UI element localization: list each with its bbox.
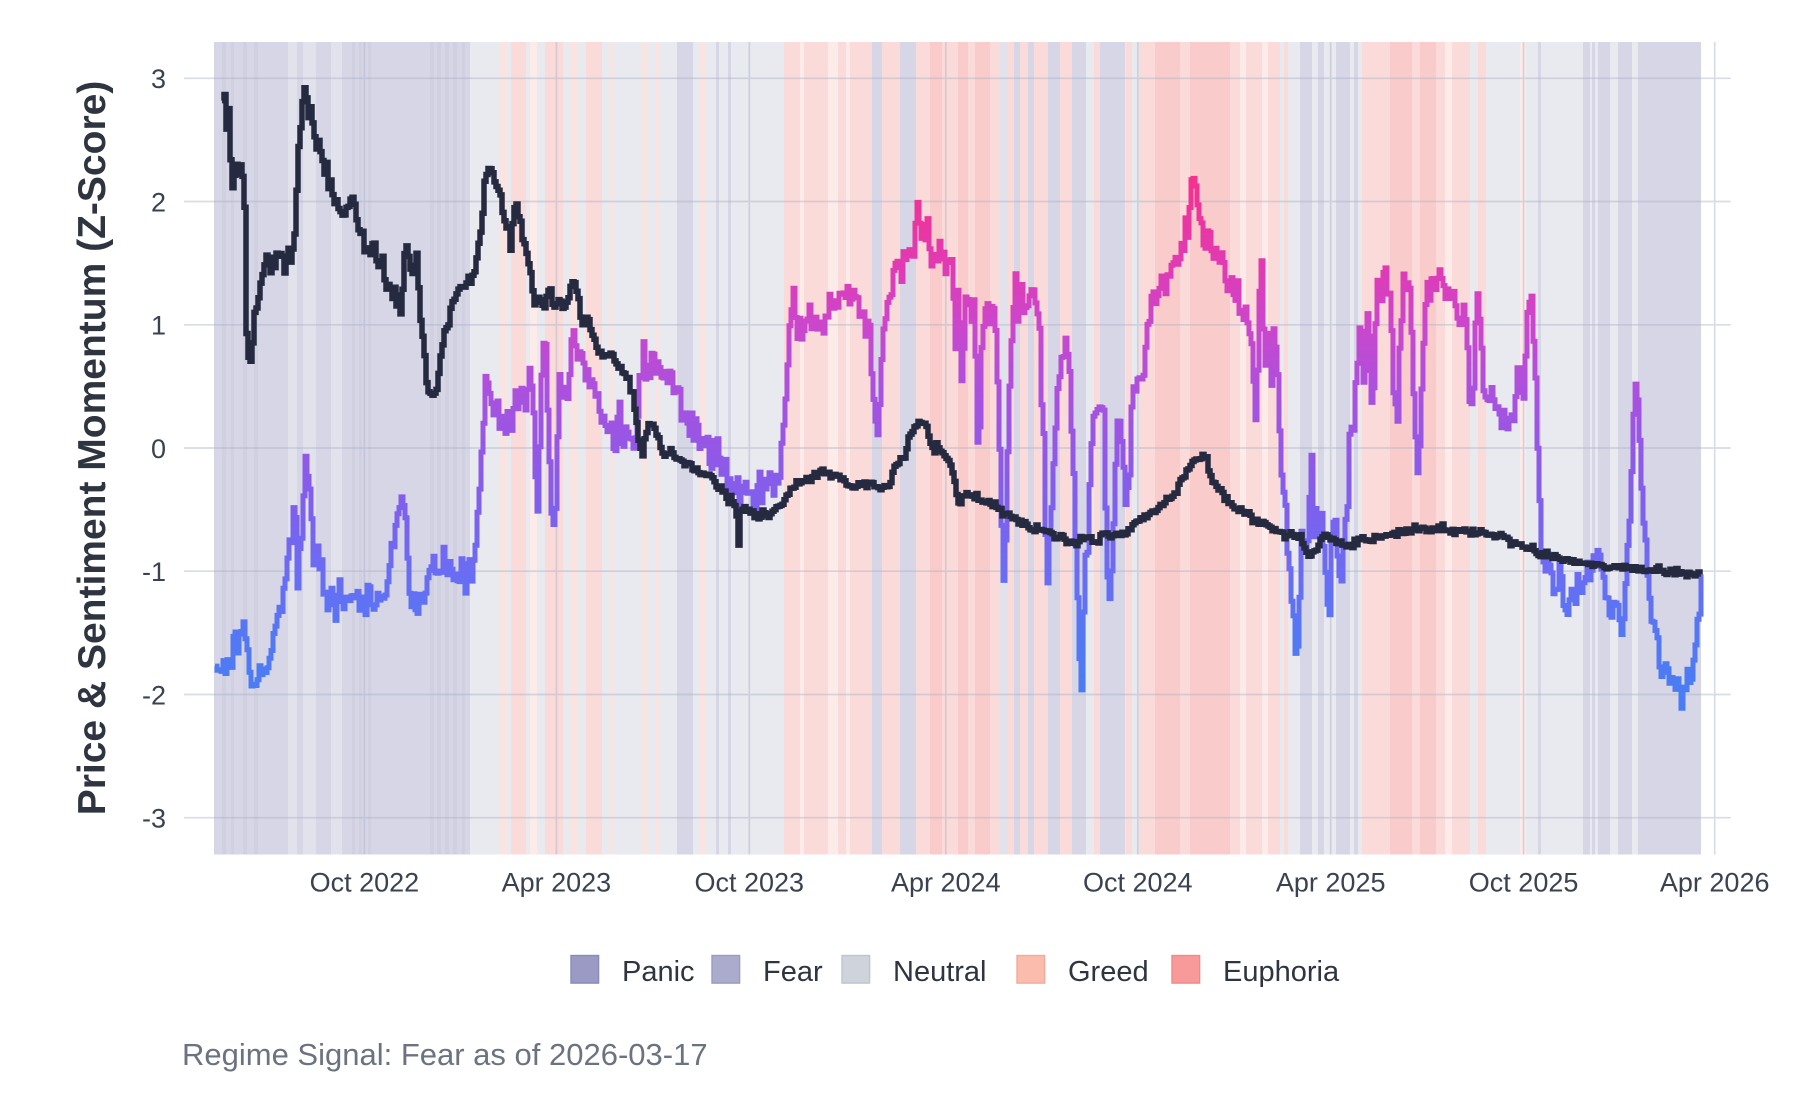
svg-text:Apr 2023: Apr 2023 [502,867,612,897]
svg-text:0: 0 [151,434,166,464]
svg-text:Apr 2025: Apr 2025 [1276,867,1386,897]
svg-text:-1: -1 [142,557,166,587]
svg-text:3: 3 [151,64,166,94]
svg-text:Neutral: Neutral [893,956,987,988]
svg-text:Greed: Greed [1068,956,1149,988]
svg-text:Oct 2024: Oct 2024 [1083,867,1193,897]
svg-text:Euphoria: Euphoria [1223,956,1340,988]
svg-text:Regime Signal: Fear as of 2026: Regime Signal: Fear as of 2026-03-17 [182,1037,708,1072]
svg-text:1: 1 [151,311,166,341]
svg-text:Apr 2024: Apr 2024 [891,867,1001,897]
svg-text:-3: -3 [142,804,166,834]
svg-text:Apr 2026: Apr 2026 [1660,867,1770,897]
svg-text:2: 2 [151,187,166,217]
svg-text:Fear: Fear [763,956,823,988]
svg-text:Price & Sentiment Momentum (Z-: Price & Sentiment Momentum (Z-Score) [71,81,114,816]
svg-text:Oct 2022: Oct 2022 [310,867,420,897]
svg-text:Oct 2023: Oct 2023 [695,867,805,897]
svg-text:-2: -2 [142,680,166,710]
svg-text:Panic: Panic [622,956,695,988]
svg-text:Oct 2025: Oct 2025 [1469,867,1579,897]
